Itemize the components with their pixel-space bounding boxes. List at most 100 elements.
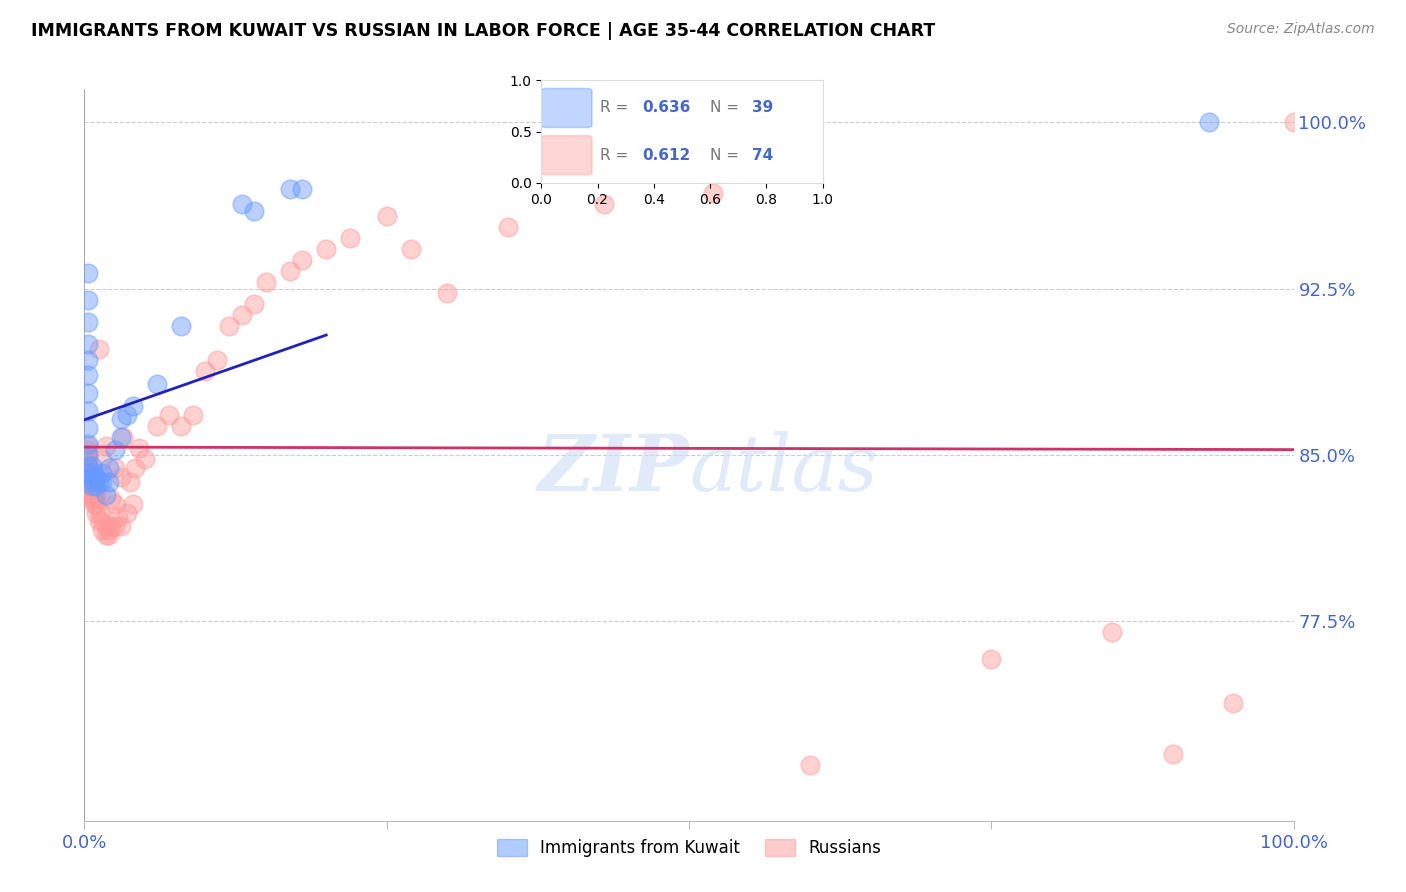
Point — [134, 452, 156, 467]
Point — [77, 458, 100, 473]
Point — [121, 497, 143, 511]
Point — [107, 510, 129, 524]
Point — [242, 297, 264, 311]
Point — [80, 483, 103, 498]
Point — [83, 466, 105, 480]
Point — [77, 466, 100, 480]
Point — [110, 412, 132, 426]
Point — [980, 652, 1002, 666]
Point — [100, 519, 122, 533]
Point — [100, 492, 122, 507]
Point — [77, 448, 100, 462]
Point — [170, 319, 193, 334]
Point — [77, 293, 100, 307]
Point — [115, 506, 138, 520]
Text: Source: ZipAtlas.com: Source: ZipAtlas.com — [1227, 22, 1375, 37]
Point — [120, 475, 142, 489]
Point — [157, 408, 180, 422]
Point — [77, 448, 100, 462]
Text: R =: R = — [600, 101, 634, 115]
Point — [799, 758, 821, 772]
Point — [83, 488, 105, 502]
Point — [194, 364, 217, 378]
Point — [86, 470, 108, 484]
Point — [87, 475, 110, 489]
Point — [124, 461, 146, 475]
Text: 74: 74 — [752, 148, 773, 162]
Point — [77, 403, 100, 417]
Point — [77, 315, 100, 329]
Text: IMMIGRANTS FROM KUWAIT VS RUSSIAN IN LABOR FORCE | AGE 35-44 CORRELATION CHART: IMMIGRANTS FROM KUWAIT VS RUSSIAN IN LAB… — [31, 22, 935, 40]
Point — [77, 457, 100, 471]
Point — [254, 275, 277, 289]
Point — [77, 475, 100, 489]
Point — [77, 443, 100, 458]
Text: 0.612: 0.612 — [643, 148, 690, 162]
Point — [593, 197, 616, 211]
Point — [104, 519, 127, 533]
FancyBboxPatch shape — [541, 136, 592, 175]
Point — [339, 230, 361, 244]
Point — [436, 286, 458, 301]
Point — [1198, 115, 1220, 129]
Text: N =: N = — [710, 148, 744, 162]
Point — [97, 461, 120, 475]
Point — [77, 475, 100, 489]
Point — [94, 488, 117, 502]
Point — [86, 506, 108, 520]
Point — [231, 308, 253, 322]
Point — [77, 470, 100, 484]
Point — [77, 479, 100, 493]
Point — [110, 470, 132, 484]
Point — [399, 242, 422, 256]
Point — [77, 385, 100, 400]
Point — [86, 488, 108, 502]
Point — [315, 242, 337, 256]
Point — [207, 352, 229, 367]
Point — [77, 439, 100, 453]
Point — [115, 408, 138, 422]
Point — [80, 488, 103, 502]
Point — [87, 342, 110, 356]
Text: 0.636: 0.636 — [643, 101, 690, 115]
Point — [97, 523, 120, 537]
Point — [77, 466, 100, 480]
Point — [104, 461, 127, 475]
Point — [80, 458, 103, 473]
Point — [121, 399, 143, 413]
Point — [77, 352, 100, 367]
Text: R =: R = — [600, 148, 634, 162]
Point — [94, 439, 117, 453]
Point — [702, 186, 724, 201]
Point — [1101, 625, 1123, 640]
Point — [291, 252, 314, 267]
Point — [83, 483, 105, 498]
Point — [110, 519, 132, 533]
Point — [80, 479, 103, 493]
Point — [496, 219, 519, 234]
Point — [77, 421, 100, 435]
Text: atlas: atlas — [689, 432, 877, 508]
Point — [146, 419, 169, 434]
Point — [97, 475, 120, 489]
Point — [97, 527, 120, 541]
Point — [104, 497, 127, 511]
Point — [94, 527, 117, 541]
Point — [242, 204, 264, 219]
Point — [1282, 115, 1305, 129]
Point — [77, 452, 100, 467]
Point — [181, 408, 204, 422]
Point — [91, 466, 114, 480]
Point — [1222, 696, 1244, 710]
Point — [218, 319, 240, 334]
Point — [94, 519, 117, 533]
Point — [87, 515, 110, 529]
Point — [1161, 747, 1184, 761]
Point — [77, 461, 100, 475]
Point — [91, 515, 114, 529]
Point — [77, 437, 100, 451]
Point — [77, 337, 100, 351]
Legend: Immigrants from Kuwait, Russians: Immigrants from Kuwait, Russians — [491, 832, 887, 863]
Point — [112, 430, 135, 444]
Point — [146, 376, 169, 391]
